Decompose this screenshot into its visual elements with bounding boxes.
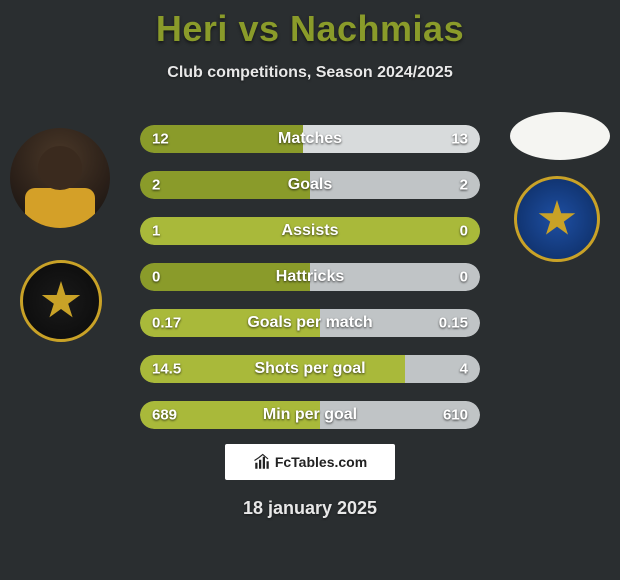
player2-club-badge bbox=[514, 176, 600, 262]
stat-row: 689 610 Min per goal bbox=[140, 401, 480, 429]
player1-name: Heri bbox=[156, 8, 228, 49]
stat-value-right: 0.15 bbox=[439, 315, 468, 332]
date-label: 18 january 2025 bbox=[243, 498, 377, 519]
header: Heri vs Nachmias Club competitions, Seas… bbox=[0, 0, 620, 82]
stat-row: 1 0 Assists bbox=[140, 217, 480, 245]
stat-bar-left bbox=[140, 171, 310, 199]
stat-value-left: 12 bbox=[152, 131, 169, 148]
stat-value-right: 610 bbox=[443, 407, 468, 424]
brand-text: FcTables.com bbox=[275, 454, 367, 470]
stat-row: 0.17 0.15 Goals per match bbox=[140, 309, 480, 337]
stat-label: Min per goal bbox=[263, 406, 357, 424]
stat-label: Assists bbox=[282, 222, 339, 240]
stat-row: 12 13 Matches bbox=[140, 125, 480, 153]
stat-row: 14.5 4 Shots per goal bbox=[140, 355, 480, 383]
stat-label: Matches bbox=[278, 130, 342, 148]
stat-value-left: 0.17 bbox=[152, 315, 181, 332]
page-title: Heri vs Nachmias bbox=[0, 8, 620, 50]
stat-value-right: 2 bbox=[460, 177, 468, 194]
stat-value-right: 4 bbox=[460, 361, 468, 378]
stat-value-left: 689 bbox=[152, 407, 177, 424]
stats-list: 12 13 Matches 2 2 Goals 1 0 Assists 0 0 Hattricks 0.… bbox=[140, 125, 480, 447]
chart-icon bbox=[253, 453, 271, 471]
stat-value-left: 1 bbox=[152, 223, 160, 240]
player2-name: Nachmias bbox=[290, 8, 464, 49]
subtitle: Club competitions, Season 2024/2025 bbox=[0, 64, 620, 82]
player1-club-badge bbox=[20, 260, 102, 342]
stat-bar-right bbox=[405, 355, 480, 383]
player2-photo bbox=[510, 112, 610, 160]
star-icon bbox=[538, 200, 576, 238]
stat-value-left: 2 bbox=[152, 177, 160, 194]
vs-label: vs bbox=[238, 8, 279, 49]
stat-value-right: 0 bbox=[460, 269, 468, 286]
stat-value-left: 14.5 bbox=[152, 361, 181, 378]
stat-value-right: 13 bbox=[451, 131, 468, 148]
stat-label: Goals per match bbox=[247, 314, 372, 332]
stat-value-left: 0 bbox=[152, 269, 160, 286]
star-icon bbox=[41, 281, 81, 321]
stat-row: 2 2 Goals bbox=[140, 171, 480, 199]
stat-bar-right bbox=[310, 171, 480, 199]
brand-badge[interactable]: FcTables.com bbox=[225, 444, 395, 480]
stat-label: Goals bbox=[288, 176, 332, 194]
player1-photo bbox=[10, 128, 110, 228]
stat-label: Hattricks bbox=[276, 268, 344, 286]
stat-label: Shots per goal bbox=[254, 360, 365, 378]
stat-value-right: 0 bbox=[460, 223, 468, 240]
stat-row: 0 0 Hattricks bbox=[140, 263, 480, 291]
